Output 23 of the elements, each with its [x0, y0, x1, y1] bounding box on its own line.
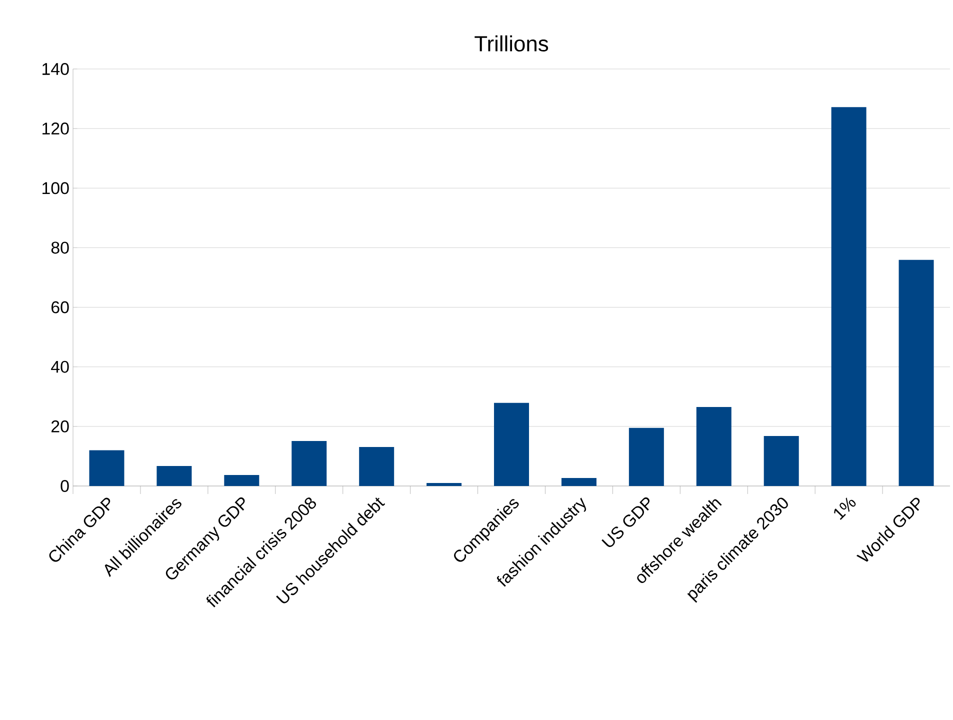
- bar: [156, 466, 192, 486]
- x-tick-label: 1%: [834, 497, 856, 520]
- bar: [696, 407, 732, 486]
- bar: [764, 436, 799, 486]
- bar: [359, 446, 394, 486]
- bar: [426, 483, 462, 486]
- bar: [89, 450, 124, 486]
- y-tick-label: 140: [42, 62, 69, 75]
- y-tick-label: 80: [51, 242, 69, 254]
- bar: [561, 478, 596, 486]
- bar: [292, 441, 327, 486]
- bar: [898, 260, 934, 486]
- y-tick-label: 20: [52, 420, 69, 432]
- y-tick-label: 100: [42, 182, 69, 194]
- y-tick-label: 120: [42, 122, 69, 135]
- y-tick-label: 40: [51, 360, 69, 373]
- bar: [224, 474, 260, 486]
- y-tick-label: 0: [60, 480, 69, 492]
- bar: [628, 428, 664, 486]
- chart-title: Trillions: [474, 35, 548, 52]
- bar: [494, 402, 530, 486]
- bar: [831, 107, 866, 486]
- y-tick-label: 60: [52, 301, 69, 314]
